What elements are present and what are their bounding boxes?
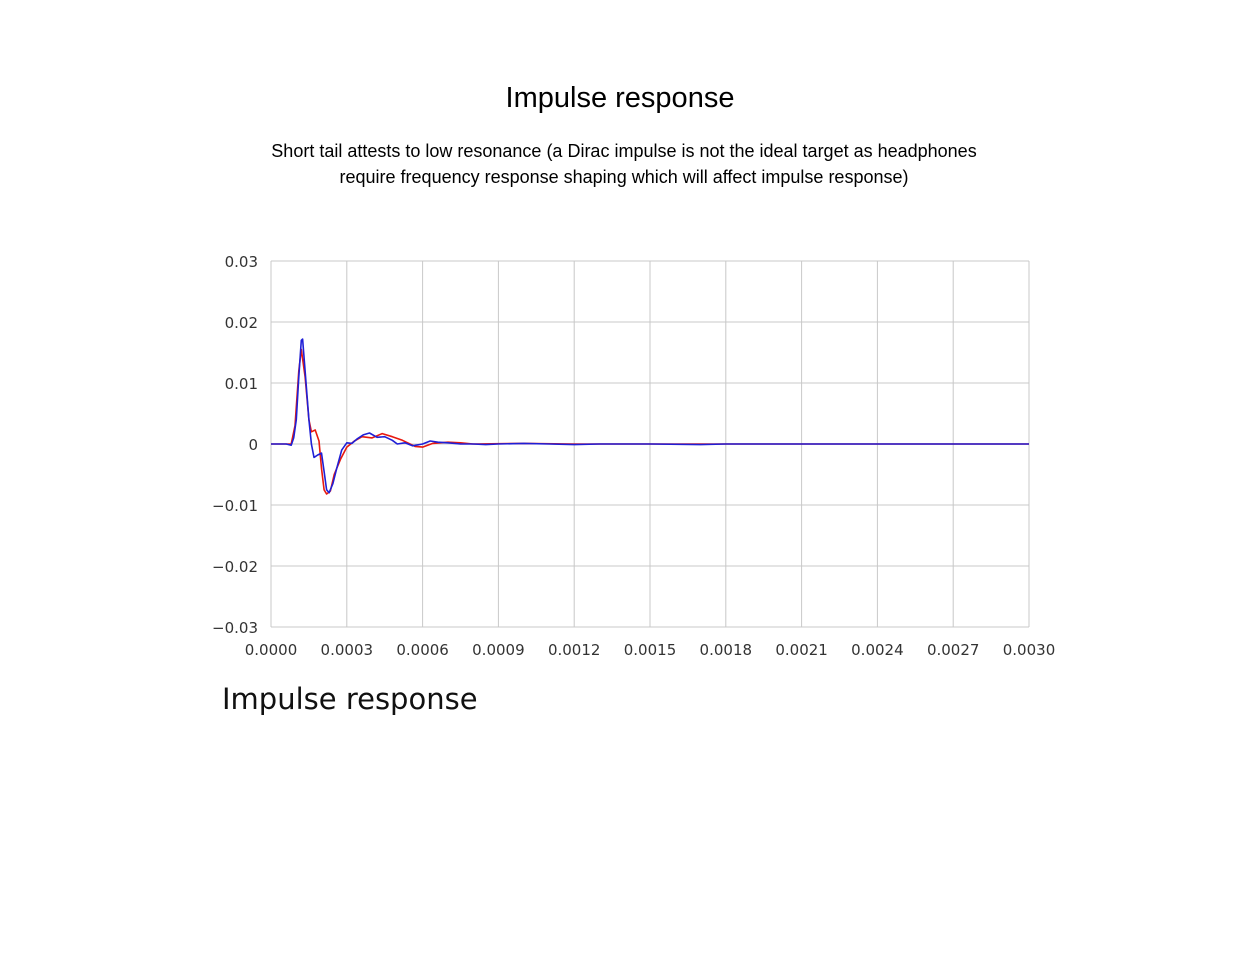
- page-subtitle: Short tail attests to low resonance (a D…: [271, 141, 977, 187]
- x-tick-label: 0.0021: [775, 641, 828, 659]
- x-tick-label: 0.0024: [851, 641, 904, 659]
- series-line-2: [271, 338, 1029, 494]
- y-tick-label: 0.01: [225, 375, 258, 393]
- y-tick-label: −0.03: [212, 619, 258, 637]
- y-tick-label: 0.02: [225, 314, 258, 332]
- x-tick-label: 0.0009: [472, 641, 525, 659]
- y-tick-label: 0.03: [225, 253, 258, 271]
- y-tick-label: −0.01: [212, 497, 258, 515]
- page-title: Impulse response: [505, 82, 735, 114]
- x-tick-label: 0.0018: [700, 641, 753, 659]
- x-tick-label: 0.0027: [927, 641, 980, 659]
- x-tick-label: 0.0030: [1003, 641, 1056, 659]
- y-tick-label: 0: [248, 436, 258, 454]
- x-tick-label: 0.0012: [548, 641, 601, 659]
- y-tick-label: −0.02: [212, 558, 258, 576]
- chart-title: Impulse response: [222, 682, 478, 716]
- x-tick-label: 0.0006: [396, 641, 449, 659]
- x-tick-label: 0.0015: [624, 641, 677, 659]
- x-tick-label: 0.0003: [321, 641, 374, 659]
- x-tick-label: 0.0000: [245, 641, 298, 659]
